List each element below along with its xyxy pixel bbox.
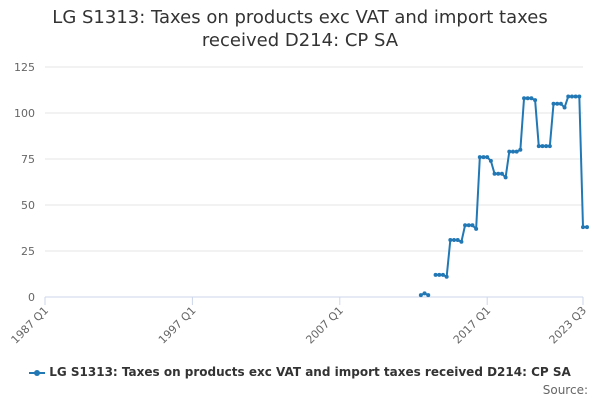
- data-point: [481, 155, 486, 160]
- series-line-segment: [435, 95, 584, 278]
- data-point: [585, 225, 589, 230]
- x-tick-label: 2017 Q1: [451, 304, 494, 347]
- chart-title: LG S1313: Taxes on products exc VAT and …: [52, 7, 548, 51]
- x-tick-label: 1987 Q1: [9, 304, 52, 347]
- data-point: [577, 94, 582, 99]
- data-point: [452, 237, 457, 242]
- y-tick-label: 100: [14, 107, 35, 120]
- series-line[interactable]: [420, 95, 587, 297]
- data-point: [496, 171, 501, 176]
- data-point: [566, 94, 571, 99]
- data-point: [437, 272, 442, 277]
- x-tick-label: 1997 Q1: [156, 304, 199, 347]
- data-point: [492, 171, 497, 176]
- legend-swatch-icon: [29, 368, 46, 378]
- data-point: [529, 96, 534, 101]
- data-point: [470, 223, 475, 228]
- legend-label: LG S1313: Taxes on products exc VAT and …: [49, 365, 571, 379]
- data-point: [455, 237, 460, 242]
- data-point: [510, 149, 515, 154]
- data-point: [525, 96, 530, 101]
- data-point: [488, 158, 493, 163]
- data-point: [514, 149, 519, 154]
- legend[interactable]: LG S1313: Taxes on products exc VAT and …: [0, 365, 600, 379]
- data-point: [459, 239, 464, 244]
- x-axis-labels: 1987 Q1 1997 Q1 2007 Q1 2017 Q1 2023 Q3: [9, 304, 590, 347]
- data-point: [540, 144, 545, 149]
- data-point: [522, 96, 527, 101]
- data-point: [433, 272, 438, 277]
- data-point: [463, 223, 468, 228]
- data-point: [562, 105, 567, 110]
- y-tick-label: 25: [21, 245, 35, 258]
- data-point: [555, 101, 560, 106]
- data-point: [444, 274, 449, 279]
- y-tick-label: 125: [14, 61, 35, 74]
- x-axis: [44, 296, 584, 305]
- data-point: [547, 144, 552, 149]
- y-tick-label: 0: [28, 291, 35, 304]
- x-tick-label: 2023 Q3: [547, 304, 590, 347]
- data-point: [477, 155, 482, 160]
- data-point: [551, 101, 556, 106]
- data-point: [426, 293, 431, 298]
- data-point: [503, 175, 508, 180]
- data-point: [474, 226, 479, 231]
- data-point: [544, 144, 549, 149]
- y-tick-label: 75: [21, 153, 35, 166]
- data-point: [422, 291, 427, 296]
- data-point: [569, 94, 574, 99]
- source-label: Source:: [542, 383, 588, 397]
- data-point: [507, 149, 512, 154]
- data-point: [440, 272, 445, 277]
- data-point: [536, 144, 541, 149]
- data-point: [518, 147, 523, 152]
- grid-lines: [45, 66, 583, 252]
- y-tick-label: 50: [21, 199, 35, 212]
- data-point: [448, 237, 453, 242]
- data-point: [581, 225, 585, 230]
- data-point: [418, 293, 423, 298]
- data-point: [573, 94, 578, 99]
- series-points[interactable]: [418, 94, 589, 298]
- data-point: [499, 171, 504, 176]
- data-point: [558, 101, 563, 106]
- y-axis: 0 25 50 75 100 125: [14, 61, 35, 304]
- data-point: [485, 155, 490, 160]
- x-tick-label: 2007 Q1: [303, 304, 346, 347]
- data-point: [533, 98, 538, 103]
- data-point: [466, 223, 471, 228]
